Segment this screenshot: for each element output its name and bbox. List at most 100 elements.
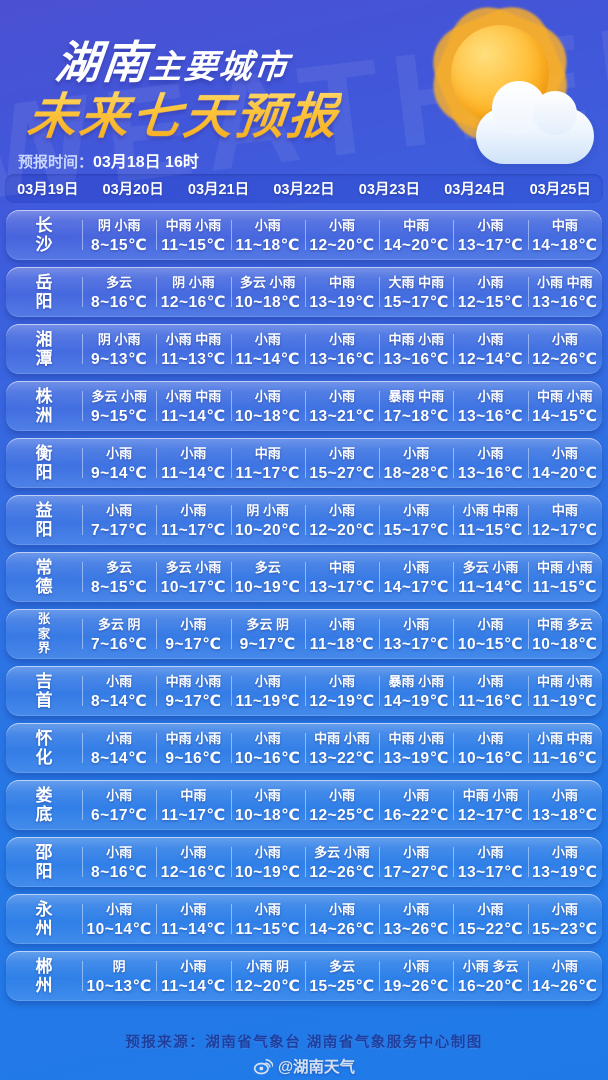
temperature-range: 8~15℃ <box>91 237 148 254</box>
temperature-range: 9~17℃ <box>165 693 222 710</box>
weather-condition: 小雨 <box>254 845 281 860</box>
temperature-range: 13~22℃ <box>309 750 375 767</box>
city-days: 多云 阴 7~16℃ 小雨 9~17℃ 多云 阴 9~17℃ 小雨 11~18℃… <box>82 609 602 659</box>
forecast-cell: 小雨 8~14℃ <box>82 666 156 716</box>
city-cell: 长沙 <box>6 210 82 260</box>
forecast-cell: 小雨 11~14℃ <box>156 951 230 1001</box>
forecast-cell: 大雨 中雨 15~17℃ <box>379 267 453 317</box>
date-header-row: 03月19日 03月20日 03月21日 03月22日 03月23日 03月24… <box>5 174 603 203</box>
forecast-cell: 小雨 12~14℃ <box>453 324 527 374</box>
forecast-cell: 小雨 15~27℃ <box>304 438 379 488</box>
title-forecast-period: 未来七天预报 <box>24 77 343 148</box>
temperature-range: 13~19℃ <box>309 294 375 311</box>
weather-condition: 小雨 <box>403 959 430 974</box>
temperature-range: 16~20℃ <box>457 978 524 995</box>
weather-condition: 小雨 <box>403 503 430 518</box>
temperature-range: 7~16℃ <box>91 636 148 653</box>
weather-condition: 小雨 <box>254 332 281 347</box>
weather-condition: 小雨 阴 <box>246 959 290 974</box>
weather-condition: 中雨 小雨 <box>165 731 222 746</box>
weather-condition: 小雨 中雨 <box>165 332 222 347</box>
temperature-range: 15~23℃ <box>532 921 598 938</box>
city-row: 株洲 多云 小雨 9~15℃ 小雨 中雨 11~14℃ 小雨 10~18℃ 小雨… <box>6 381 602 431</box>
city-name: 邵阳 <box>35 842 53 881</box>
forecast-cell: 阴 10~13℃ <box>82 951 156 1001</box>
weather-condition: 中雨 多云 <box>537 617 593 632</box>
date-header: 03月24日 <box>444 182 506 198</box>
city-name: 岳阳 <box>35 272 53 311</box>
forecast-cell: 小雨 14~26℃ <box>527 951 602 1001</box>
forecast-cell: 小雨 13~17℃ <box>453 837 527 887</box>
temperature-range: 10~18℃ <box>235 807 301 824</box>
weather-condition: 小雨 <box>180 845 207 860</box>
weather-condition: 小雨 <box>180 902 207 917</box>
city-name: 永州 <box>35 899 53 938</box>
city-row: 益阳 小雨 7~17℃ 小雨 11~17℃ 阴 小雨 10~20℃ 小雨 12~… <box>6 495 602 545</box>
temperature-range: 10~15℃ <box>457 636 524 653</box>
forecast-cell: 中雨 小雨 11~15℃ <box>527 552 602 602</box>
temperature-range: 6~17℃ <box>91 807 148 824</box>
weather-condition: 小雨 <box>106 731 133 746</box>
city-name: 益阳 <box>35 500 53 539</box>
temperature-range: 10~20℃ <box>235 522 301 539</box>
forecast-time-value: 03月18日 16时 <box>93 154 199 171</box>
temperature-range: 12~20℃ <box>309 522 375 539</box>
forecast-cell: 中雨 小雨 13~22℃ <box>304 723 379 773</box>
weather-condition: 中雨 <box>328 275 355 290</box>
forecast-cell: 小雨 12~15℃ <box>453 267 527 317</box>
temperature-range: 12~16℃ <box>160 864 227 881</box>
forecast-cell: 小雨 7~17℃ <box>82 495 156 545</box>
weather-condition: 中雨 小雨 <box>537 674 593 689</box>
weather-condition: 小雨 <box>328 674 355 689</box>
temperature-range: 9~14℃ <box>91 465 148 482</box>
temperature-range: 11~14℃ <box>161 921 226 938</box>
weather-condition: 小雨 <box>477 218 504 233</box>
forecast-cell: 小雨 12~25℃ <box>304 780 379 830</box>
temperature-range: 11~17℃ <box>161 807 226 824</box>
city-name: 娄底 <box>35 785 53 824</box>
forecast-cell: 中雨 多云 10~18℃ <box>527 609 602 659</box>
weather-condition: 中雨 <box>254 446 281 461</box>
forecast-cell: 小雨 13~21℃ <box>304 381 379 431</box>
temperature-range: 11~15℃ <box>235 921 300 938</box>
forecast-cell: 中雨 14~18℃ <box>527 210 602 260</box>
forecast-cell: 多云 阴 9~17℃ <box>230 609 305 659</box>
temperature-range: 11~14℃ <box>161 465 226 482</box>
temperature-range: 10~16℃ <box>457 750 524 767</box>
weather-condition: 小雨 <box>106 845 133 860</box>
temperature-range: 12~15℃ <box>457 294 524 311</box>
temperature-range: 10~19℃ <box>235 864 301 881</box>
weather-condition: 小雨 <box>403 617 430 632</box>
city-name: 湘潭 <box>35 329 53 368</box>
forecast-cell: 小雨 15~23℃ <box>527 894 602 944</box>
temperature-range: 11~17℃ <box>235 465 300 482</box>
temperature-range: 14~19℃ <box>383 693 449 710</box>
date-header: 03月21日 <box>187 182 250 198</box>
temperature-range: 10~13℃ <box>86 978 152 995</box>
temperature-range: 13~26℃ <box>383 921 449 938</box>
temperature-range: 17~27℃ <box>383 864 449 881</box>
forecast-cell: 小雨 8~16℃ <box>82 837 156 887</box>
forecast-source: 预报来源：湖南省气象台 湖南省气象服务中心制图 <box>125 1035 483 1051</box>
temperature-range: 14~26℃ <box>532 978 598 995</box>
temperature-range: 13~17℃ <box>309 579 375 596</box>
forecast-cell: 中雨 小雨 13~16℃ <box>379 324 453 374</box>
city-cell: 岳阳 <box>6 267 82 317</box>
temperature-range: 19~26℃ <box>383 978 449 995</box>
forecast-cell: 小雨 11~19℃ <box>230 666 305 716</box>
temperature-range: 13~16℃ <box>309 351 375 368</box>
forecast-cell: 多云 8~16℃ <box>82 267 156 317</box>
city-days: 小雨 10~14℃ 小雨 11~14℃ 小雨 11~15℃ 小雨 14~26℃ … <box>82 894 602 944</box>
temperature-range: 14~20℃ <box>383 237 449 254</box>
city-days: 多云 8~15℃ 多云 小雨 10~17℃ 多云 10~19℃ 中雨 13~17… <box>82 552 602 602</box>
forecast-cell: 多云 8~15℃ <box>82 552 156 602</box>
weather-condition: 小雨 <box>551 845 578 860</box>
temperature-range: 11~15℃ <box>458 522 523 539</box>
temperature-range: 12~14℃ <box>457 351 524 368</box>
date-header: 03月20日 <box>102 182 164 198</box>
forecast-cell: 小雨 6~17℃ <box>82 780 156 830</box>
temperature-range: 11~18℃ <box>309 636 375 653</box>
temperature-range: 9~17℃ <box>165 636 222 653</box>
weather-condition: 小雨 <box>477 332 504 347</box>
forecast-cell: 多云 小雨 10~17℃ <box>156 552 230 602</box>
